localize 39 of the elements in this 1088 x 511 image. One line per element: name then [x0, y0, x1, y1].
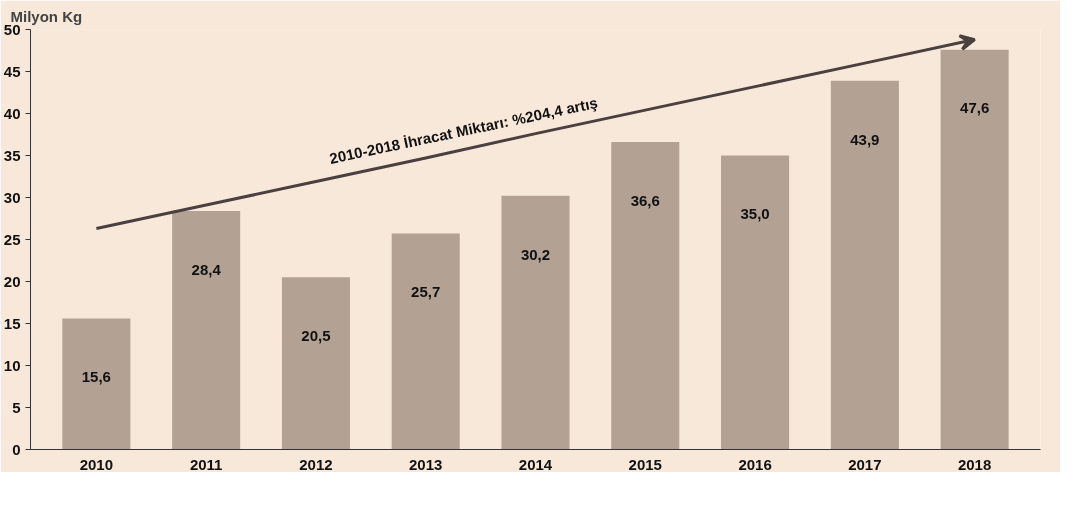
data-label: 43,9 [850, 130, 880, 148]
x-tick-label: 2014 [518, 455, 553, 473]
y-tick-label: 35 [3, 146, 21, 164]
bar [172, 210, 241, 450]
x-tick-label: 2016 [738, 455, 772, 473]
x-tick-label: 2015 [628, 455, 662, 473]
y-tick-label: 0 [12, 440, 21, 458]
x-tick-label: 2012 [299, 455, 333, 473]
bar [611, 142, 680, 450]
x-tick-label: 2017 [848, 455, 882, 473]
bar [830, 80, 899, 450]
data-label: 47,6 [960, 99, 990, 117]
y-tick-label: 30 [3, 188, 21, 206]
annotation: 2010-2018 İhracat Miktarı: %204,4 artış [327, 93, 600, 167]
x-tick-label: 2018 [957, 455, 992, 473]
bar [721, 155, 790, 450]
x-tick-label: 2010 [79, 455, 114, 473]
data-label: 30,2 [520, 245, 551, 263]
bar [62, 318, 131, 450]
data-label: 15,6 [81, 368, 111, 386]
y-tick-label: 25 [3, 230, 21, 248]
data-label: 36,6 [630, 191, 660, 209]
data-label: 20,5 [301, 327, 331, 345]
y-tick-label: 5 [12, 398, 21, 416]
data-label: 35,0 [740, 205, 770, 223]
bar [391, 233, 460, 450]
y-tick-label: 20 [3, 272, 21, 290]
y-tick-label: 45 [3, 62, 21, 80]
y-axis-title: Milyon Kg [10, 7, 83, 25]
data-label: 28,4 [191, 260, 222, 278]
x-tick-label: 2011 [189, 455, 223, 473]
y-tick-label: 10 [3, 356, 21, 374]
y-tick-label: 15 [3, 314, 21, 332]
bar [501, 195, 570, 450]
y-tick-label: 40 [3, 104, 21, 122]
bar [940, 49, 1009, 450]
x-tick-label: 2013 [409, 455, 443, 473]
bar [281, 277, 350, 450]
data-label: 25,7 [411, 283, 441, 301]
